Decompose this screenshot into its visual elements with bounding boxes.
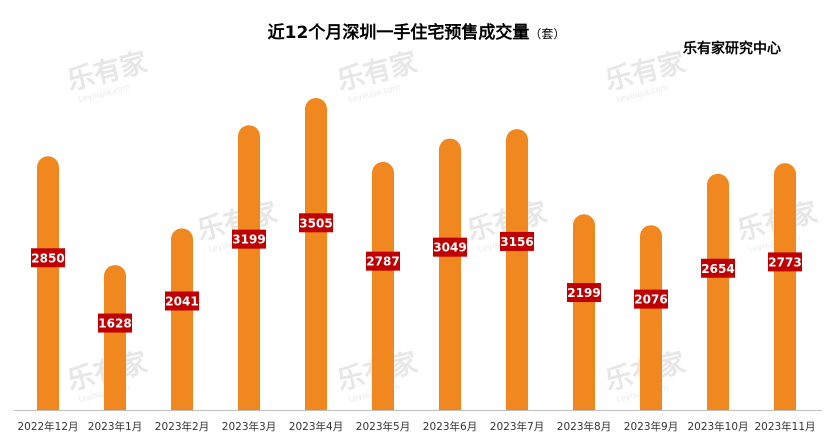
bar: [573, 214, 595, 410]
x-axis-layer: 2022年12月 2023年1月 2023年2月 2023年3月 2023年4月 2023…: [14, 410, 822, 433]
value-label: 2654: [701, 258, 735, 278]
x-tick-label: 2023年3月: [222, 420, 276, 433]
value-label-text: 2787: [366, 255, 399, 269]
value-label: 2076: [634, 289, 668, 309]
value-label-box: [299, 213, 333, 233]
value-label-text: 2076: [634, 293, 667, 307]
value-label: 3156: [500, 231, 534, 251]
x-tick-label: 2023年11月: [754, 420, 815, 433]
x-tick-label: 2023年5月: [356, 420, 410, 433]
value-label-text: 2850: [31, 251, 64, 265]
value-label-text: 2199: [567, 286, 600, 300]
value-label-box: [98, 313, 132, 333]
value-label-box: [232, 229, 266, 249]
value-label: 3049: [433, 237, 467, 257]
value-label-box: [500, 231, 534, 251]
value-label: 2041: [165, 291, 199, 311]
value-label-box: [567, 283, 601, 303]
value-label-box: [701, 258, 735, 278]
value-label-box: [366, 251, 400, 271]
value-label-box: [768, 252, 802, 272]
value-label: 3505: [299, 213, 333, 233]
bar: [305, 98, 327, 410]
value-label-text: 2654: [701, 262, 734, 276]
value-label: 2850: [31, 248, 65, 268]
value-label-text: 3505: [299, 216, 332, 230]
bar: [506, 129, 528, 410]
source-label: 乐有家研究中心: [683, 41, 781, 57]
x-tick-label: 2023年7月: [490, 420, 544, 433]
value-label-box: [31, 248, 65, 268]
chart-title: 近12个月深圳一手住宅预售成交量（套）: [0, 18, 833, 43]
bar: [238, 125, 260, 410]
value-label-text: 3199: [232, 233, 265, 247]
value-label-text: 1628: [98, 317, 131, 331]
x-tick-label: 2023年1月: [88, 420, 142, 433]
bar: [171, 228, 193, 410]
x-tick-label: 2022年12月: [17, 420, 78, 433]
x-tick-label: 2023年8月: [557, 420, 611, 433]
x-tick-label: 2023年4月: [289, 420, 343, 433]
value-label-text: 2041: [165, 294, 198, 308]
x-tick-label: 2023年9月: [624, 420, 678, 433]
x-tick-label: 2023年2月: [155, 420, 209, 433]
value-label: 2787: [366, 251, 400, 271]
value-label-text: 3156: [500, 235, 533, 249]
x-tick-label: 2023年10月: [687, 420, 748, 433]
bar: [640, 225, 662, 410]
value-label: 3199: [232, 229, 266, 249]
chart-title-unit: （套）: [529, 27, 566, 41]
value-labels-layer: 2850 1628 2041 3199 3505 2787 3049 3156 2199 2076…: [31, 213, 802, 333]
value-label-box: [433, 237, 467, 257]
bars-layer: [37, 98, 796, 410]
value-label: 2199: [567, 283, 601, 303]
value-label-box: [634, 289, 668, 309]
bar: [37, 156, 59, 410]
bar: [439, 138, 461, 410]
value-label-box: [165, 291, 199, 311]
x-tick-label: 2023年6月: [423, 420, 477, 433]
value-label: 2773: [768, 252, 802, 272]
value-label: 1628: [98, 313, 132, 333]
bar: [104, 265, 126, 410]
bar: [707, 173, 729, 410]
bar: [774, 163, 796, 410]
chart-title-text: 近12个月深圳一手住宅预售成交量: [267, 23, 530, 43]
value-label-text: 3049: [433, 241, 466, 255]
value-label-text: 2773: [768, 255, 801, 269]
bar: [372, 161, 394, 410]
